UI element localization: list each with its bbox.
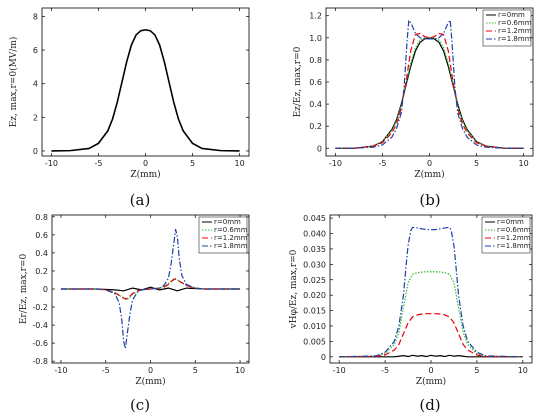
panel-b: -10 -5 0 5 10 0 0.2 0.4 0.6 0.8 1.0 1.2 Z(mm) Ez/Ez, … bbox=[293, 7, 534, 209]
y-tick-label: 6 bbox=[33, 46, 38, 55]
y-tick-label: -0.6 bbox=[32, 339, 48, 348]
legend-box bbox=[481, 216, 531, 254]
legend-box bbox=[198, 216, 248, 254]
x-tick-label: 10 bbox=[235, 366, 245, 375]
y-tick-label: 0 bbox=[33, 147, 38, 156]
y-axis-label: Er/Ez, max,r=0 bbox=[19, 254, 29, 325]
x-tick-label: 10 bbox=[518, 366, 528, 375]
x-tick-label: 5 bbox=[193, 366, 198, 375]
legend-label: r=1.8mm bbox=[498, 35, 532, 43]
series-line-r=1.8mm bbox=[335, 19, 524, 149]
series-line-r=0mm bbox=[60, 286, 241, 292]
panel-caption: (c) bbox=[130, 396, 150, 414]
series-line-r=1.8mm bbox=[60, 228, 241, 350]
y-tick-label: 0.015 bbox=[303, 307, 326, 316]
y-tick-label: 0 bbox=[321, 353, 326, 362]
series-line-r=1.2mm bbox=[60, 278, 241, 300]
legend-label: r=0.6mm bbox=[498, 19, 532, 27]
legend-label: r=1.2mm bbox=[498, 27, 532, 35]
y-tick-label: 2 bbox=[33, 113, 38, 122]
y-tick-label: 0.010 bbox=[303, 322, 326, 331]
y-tick-label: 8 bbox=[33, 12, 38, 21]
panel-a: -10 -5 0 5 10 0 2 4 6 8 Z(mm) Ez, max,r=0(MV/m) (a) bbox=[8, 7, 250, 209]
y-tick-label: 0.4 bbox=[309, 100, 322, 109]
y-axis-label: vHφ/Ez, max,r=0 bbox=[289, 249, 299, 329]
x-tick-label: -10 bbox=[45, 159, 58, 168]
panel-caption: (a) bbox=[130, 191, 151, 209]
x-tick-label: -10 bbox=[54, 366, 67, 375]
legend-label: r=1.2mm bbox=[214, 234, 248, 242]
x-axis-label: Z(mm) bbox=[135, 376, 165, 387]
y-tick-label: 0.020 bbox=[303, 291, 326, 300]
legend-box bbox=[482, 9, 532, 47]
legend-label: r=1.8mm bbox=[497, 242, 531, 250]
panel-caption: (d) bbox=[419, 396, 440, 414]
y-tick-label: -0.4 bbox=[32, 321, 48, 330]
x-tick-label: 5 bbox=[190, 159, 195, 168]
x-tick-label: 5 bbox=[474, 159, 479, 168]
x-tick-label: 0 bbox=[143, 159, 148, 168]
x-tick-label: 0 bbox=[427, 159, 432, 168]
x-tick-label: -10 bbox=[333, 366, 346, 375]
y-tick-label: 0.8 bbox=[35, 213, 48, 222]
legend-label: r=0mm bbox=[497, 218, 524, 226]
y-tick-label: 0.025 bbox=[303, 276, 326, 285]
legend-label: r=0mm bbox=[498, 11, 525, 19]
y-tick-label: 4 bbox=[33, 80, 38, 89]
y-tick-label: 0.035 bbox=[303, 245, 326, 254]
y-tick-label: 0.2 bbox=[309, 122, 322, 131]
y-tick-label: 0.6 bbox=[35, 231, 48, 240]
x-tick-label: 10 bbox=[518, 159, 528, 168]
y-tick-label: 0 bbox=[317, 144, 322, 153]
y-tick-label: 0.030 bbox=[303, 260, 326, 269]
y-tick-label: -0.2 bbox=[32, 303, 48, 312]
y-tick-label: 0 bbox=[43, 285, 48, 294]
panel-c: -10 -5 0 5 10 -0.8 -0.6 -0.4 -0.2 0 0.2 0.4 0.6 0.8 Z(… bbox=[19, 213, 250, 414]
y-tick-label: 0.6 bbox=[309, 78, 322, 87]
x-axis-label: Z(mm) bbox=[130, 169, 160, 180]
y-tick-label: 1.2 bbox=[309, 12, 322, 21]
x-axis-label: Z(mm) bbox=[414, 169, 444, 180]
legend-label: r=1.2mm bbox=[497, 234, 531, 242]
y-tick-label: -0.8 bbox=[32, 357, 48, 366]
series-line-r=0.6mm bbox=[335, 37, 524, 149]
series-line-r=1.8mm bbox=[339, 226, 523, 358]
x-tick-label: 0 bbox=[148, 366, 153, 375]
plot-frame bbox=[41, 7, 250, 157]
panel-caption: (b) bbox=[419, 191, 440, 209]
y-tick-label: 0.045 bbox=[303, 214, 326, 223]
y-tick-label: 1.0 bbox=[309, 34, 322, 43]
legend-label: r=0.6mm bbox=[214, 226, 248, 234]
y-tick-label: 0.4 bbox=[35, 249, 48, 258]
x-tick-label: -5 bbox=[102, 366, 110, 375]
legend-label: r=0.6mm bbox=[497, 226, 531, 234]
y-tick-label: 0.040 bbox=[303, 230, 326, 239]
y-tick-label: 0.2 bbox=[35, 267, 48, 276]
x-tick-label: -10 bbox=[329, 159, 342, 168]
y-axis-label: Ez, max,r=0(MV/m) bbox=[8, 37, 19, 128]
x-tick-label: 0 bbox=[428, 366, 433, 375]
y-tick-label: 0.005 bbox=[303, 337, 326, 346]
series-line-r=1.2mm bbox=[339, 313, 523, 358]
x-tick-label: 10 bbox=[234, 159, 244, 168]
x-tick-label: -5 bbox=[378, 159, 386, 168]
series-line-r=0.6mm bbox=[339, 271, 523, 358]
x-axis-label: Z(mm) bbox=[416, 376, 446, 387]
x-tick-label: -5 bbox=[381, 366, 389, 375]
y-tick-label: 0.8 bbox=[309, 56, 322, 65]
series-line-s0 bbox=[51, 29, 240, 152]
y-axis-label: Ez/Ez, max,r=0 bbox=[293, 46, 303, 117]
x-tick-label: 5 bbox=[474, 366, 479, 375]
legend-label: r=0mm bbox=[214, 218, 241, 226]
legend-label: r=1.8mm bbox=[214, 242, 248, 250]
panel-d: -10 -5 0 5 10 0 0.005 0.010 0.015 0.020 0.025 0.030… bbox=[289, 214, 533, 414]
x-tick-label: -5 bbox=[94, 159, 102, 168]
series-line-r=0mm bbox=[339, 354, 523, 358]
